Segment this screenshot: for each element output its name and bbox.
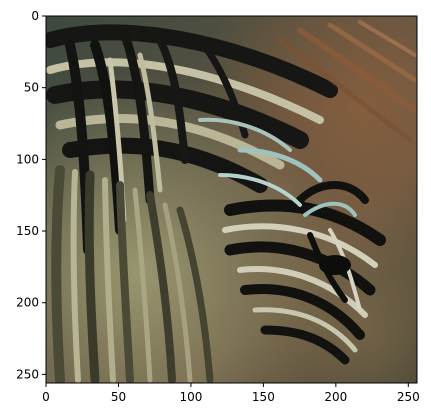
axes-frame — [45, 15, 418, 384]
y-tick-label: 150 — [16, 224, 39, 238]
x-tick-label: 0 — [42, 390, 50, 404]
brown-streaks — [277, 20, 417, 143]
y-axis: 0 50 100 150 200 250 — [16, 9, 46, 381]
y-tick-label: 50 — [24, 81, 39, 95]
x-tick-label: 100 — [179, 390, 202, 404]
zebra-head — [222, 181, 386, 365]
y-tick-label: 250 — [16, 367, 39, 381]
x-tick-label: 150 — [252, 390, 275, 404]
lower-left-stripes — [51, 165, 214, 383]
zebra-painting-image — [46, 16, 417, 383]
x-tick-label: 50 — [111, 390, 126, 404]
x-axis: 0 50 100 150 200 250 — [42, 383, 420, 404]
y-tick-label: 100 — [16, 152, 39, 166]
y-tick-label: 200 — [16, 296, 39, 310]
x-tick-label: 250 — [397, 390, 420, 404]
x-tick-label: 200 — [324, 390, 347, 404]
y-tick-label: 0 — [31, 9, 39, 23]
highlights — [198, 117, 323, 207]
